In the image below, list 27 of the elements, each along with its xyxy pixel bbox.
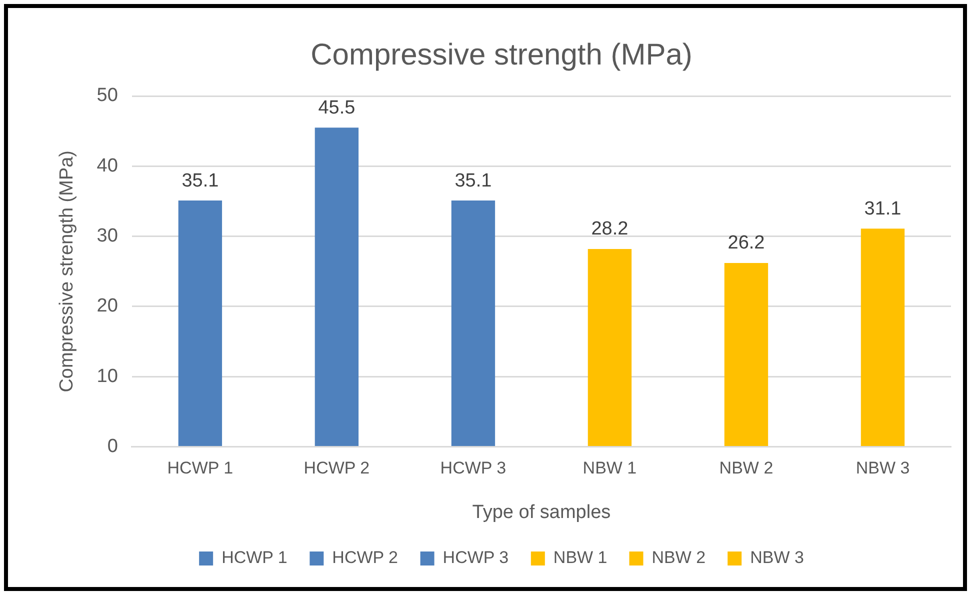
data-label: 45.5 <box>318 97 356 118</box>
chart-title: Compressive strength (MPa) <box>310 38 692 72</box>
x-axis-title: Type of samples <box>472 502 611 523</box>
legend-label: NBW 2 <box>652 548 706 568</box>
data-label: 31.1 <box>864 198 902 220</box>
legend-label: HCWP 2 <box>332 548 398 568</box>
y-tick-label: 10 <box>96 366 118 387</box>
y-tick-label: 50 <box>96 85 118 106</box>
legend-label: HCWP 1 <box>222 548 288 568</box>
x-tick-label: HCWP 2 <box>304 458 370 478</box>
legend-label: NBW 3 <box>750 548 804 568</box>
data-label: 35.1 <box>454 170 492 192</box>
x-tick-label: NBW 3 <box>856 458 910 478</box>
data-label: 26.2 <box>728 232 765 254</box>
x-tick-label: NBW 1 <box>582 458 637 478</box>
data-label: 28.2 <box>591 218 628 240</box>
y-tick-label: 20 <box>96 296 118 317</box>
y-tick-label: 0 <box>107 436 118 458</box>
legend-label: HCWP 3 <box>442 548 509 568</box>
legend-label: NBW 1 <box>553 548 608 568</box>
x-tick-label: HCWP 1 <box>167 458 234 478</box>
y-tick-label: 30 <box>96 226 118 247</box>
x-tick-label: HCWP 3 <box>440 458 506 478</box>
y-tick-label: 40 <box>96 155 118 176</box>
y-axis-title: Compressive strength (MPa) <box>56 150 78 392</box>
x-tick-label: NBW 2 <box>719 458 774 478</box>
data-label: 35.1 <box>182 170 219 192</box>
